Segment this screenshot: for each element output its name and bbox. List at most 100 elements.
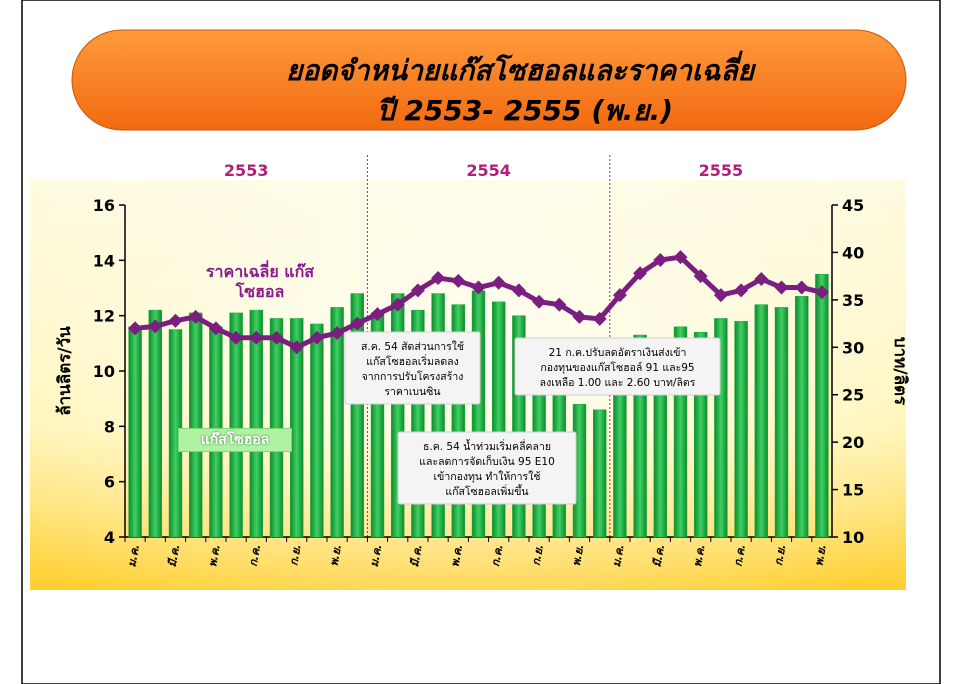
price-marker	[511, 283, 526, 298]
bar	[310, 323, 324, 538]
price-marker	[633, 266, 648, 281]
callout-box	[397, 431, 577, 505]
y2-tick-label: 35	[842, 291, 864, 310]
price-marker	[309, 330, 324, 345]
y2-tick-label: 30	[842, 338, 864, 357]
x-tick-label: มี.ค.	[166, 543, 183, 568]
price-marker	[491, 275, 506, 290]
y2-tick-label: 15	[842, 481, 864, 500]
callout-text: ธ.ค. 54 น้ำท่วมเริ่มคลี่คลาย	[423, 439, 551, 453]
price-marker	[410, 283, 425, 298]
callout-text: จากการปรับโครงสร้าง	[362, 370, 464, 383]
bar	[128, 326, 142, 538]
y2-tick-label: 20	[842, 433, 864, 452]
callout-box	[514, 337, 721, 396]
x-tick-label: พ.ค.	[448, 543, 465, 568]
price-marker	[673, 250, 688, 265]
price-marker	[754, 271, 769, 286]
chart-subtitle: ปี 2553- 2555 (พ.ย.)	[377, 94, 673, 127]
x-tick-label: พ.ค.	[206, 543, 223, 568]
x-tick-label: ก.ค.	[247, 543, 264, 567]
callout-text: และลดการจัดเก็บเงิน 95 E10	[419, 454, 555, 468]
price-marker	[269, 330, 284, 345]
bar	[148, 309, 163, 538]
bar	[815, 273, 829, 538]
bar	[592, 409, 607, 538]
bar	[269, 318, 284, 538]
bar	[774, 307, 789, 538]
price-marker	[794, 280, 809, 295]
x-tick-label: พ.ค.	[691, 543, 708, 568]
x-tick-label: มี.ค.	[408, 543, 425, 568]
x-tick-label: ก.ค.	[489, 543, 506, 567]
price-marker	[229, 330, 244, 345]
price-marker	[289, 340, 304, 355]
y-tick-label: 16	[93, 196, 115, 215]
y2-tick-label: 40	[842, 243, 864, 262]
callout-text: ส.ค. 54 สัดส่วนการใช้	[361, 340, 464, 353]
price-marker	[653, 253, 668, 268]
chart-title: ยอดจำหน่ายแก๊สโซฮอลและราคาเฉลี่ย	[286, 50, 757, 87]
price-marker	[693, 269, 708, 284]
price-marker	[774, 280, 789, 295]
callout-text: เข้ากองทุน ทำให้การใช้	[434, 470, 541, 483]
x-tick-label: พ.ย.	[812, 543, 829, 567]
callout-text: 21 ก.ค.ปรับลดอัตราเงินส่งเข้า	[549, 347, 687, 359]
title-box	[71, 29, 907, 131]
callout-text: กองทุนของแก๊สโซฮอล์ 91 และ95	[540, 361, 694, 374]
price-marker	[249, 330, 264, 345]
price-marker	[168, 313, 183, 328]
bar	[734, 320, 748, 538]
price-marker	[451, 273, 466, 288]
x-tick-label: ม.ค.	[368, 543, 385, 568]
price-marker	[370, 307, 385, 322]
price-marker	[612, 288, 627, 303]
callout: ธ.ค. 54 น้ำท่วมเริ่มคลี่คลายและลดการจัดเ…	[397, 431, 577, 505]
bar	[754, 304, 769, 538]
y2-tick-label: 10	[842, 528, 864, 547]
price-marker	[572, 309, 587, 324]
y-tick-label: 8	[104, 417, 115, 436]
period-label: 2554	[466, 161, 511, 180]
price-marker	[532, 294, 547, 309]
period-label: 2555	[699, 161, 744, 180]
y-tick-label: 4	[104, 528, 115, 547]
y2-axis-label: บาท/ลิตร	[890, 337, 910, 406]
price-marker	[734, 283, 749, 298]
price-marker	[208, 321, 223, 336]
callout-box	[344, 331, 481, 405]
x-tick-label: ก.ย.	[772, 543, 789, 566]
price-marker	[128, 321, 143, 336]
y-axis-label: ล้านลิตร/วัน	[55, 326, 75, 416]
frame	[21, 0, 941, 684]
bar	[330, 307, 344, 538]
callout-text: ราคาเบนซิน	[384, 386, 440, 398]
y-tick-label: 12	[93, 307, 115, 326]
x-tick-label: พ.ย.	[327, 543, 344, 567]
price-marker	[471, 280, 486, 295]
callout: ส.ค. 54 สัดส่วนการใช้แก๊สโซฮอลเริ่มลดลงจ…	[344, 331, 481, 405]
x-tick-label: ม.ค.	[610, 543, 627, 568]
x-tick-label: ก.ย.	[530, 543, 547, 566]
price-marker	[350, 316, 365, 331]
x-tick-label: ม.ค.	[125, 543, 142, 568]
price-marker	[713, 288, 728, 303]
y2-tick-label: 45	[842, 196, 864, 215]
price-marker	[188, 309, 203, 324]
bar	[188, 312, 203, 538]
y-tick-label: 14	[93, 251, 115, 270]
price-marker	[552, 297, 567, 312]
y-tick-label: 6	[104, 473, 115, 492]
bar	[794, 296, 809, 538]
price-marker	[431, 271, 446, 286]
x-tick-label: มี.ค.	[650, 543, 667, 568]
x-tick-label: ก.ย.	[287, 543, 304, 566]
callout-text: แก๊สโซฮอลเพิ่มขึ้น	[445, 484, 528, 498]
price-marker	[592, 311, 607, 326]
bar	[289, 318, 304, 538]
callout: 21 ก.ค.ปรับลดอัตราเงินส่งเข้ากองทุนของแก…	[514, 337, 721, 396]
x-tick-label: ก.ค.	[731, 543, 748, 567]
callout-text: ลงเหลือ 1.00 และ 2.60 บาท/ลิตร	[540, 376, 696, 389]
